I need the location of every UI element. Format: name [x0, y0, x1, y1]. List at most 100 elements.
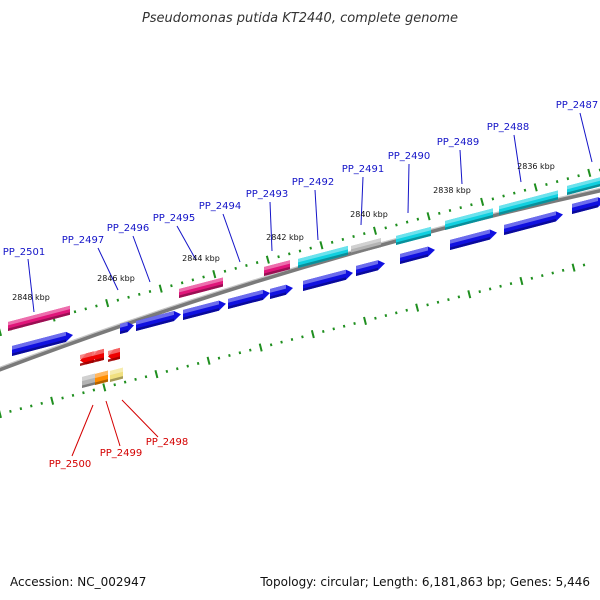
tick-mark	[480, 197, 485, 206]
tick-mark	[491, 197, 495, 201]
gene-label[interactable]: PP_2491	[342, 164, 385, 175]
genome-info-text: Topology: circular; Length: 6,181,863 bp…	[259, 575, 590, 589]
gene-label[interactable]: PP_2488	[487, 122, 530, 133]
tick-mark	[245, 263, 248, 267]
gene-pp-2487-feature	[567, 177, 600, 195]
tick-mark	[287, 252, 291, 256]
gene-label[interactable]: PP_2498	[146, 437, 189, 448]
tick-mark	[436, 300, 440, 304]
tick-mark	[540, 274, 544, 278]
gene-feature	[82, 373, 95, 388]
tick-mark	[40, 401, 44, 405]
tick-mark	[523, 188, 527, 192]
gene-label[interactable]: PP_2492	[292, 177, 335, 188]
map-title: Pseudomonas putida KT2440, complete geno…	[142, 11, 458, 26]
accession-text: Accession: NC_002947	[10, 575, 146, 589]
leader-line	[176, 225, 197, 261]
gene-label[interactable]: PP_2493	[246, 189, 289, 200]
gene-label[interactable]: PP_2495	[153, 213, 196, 224]
tick-mark	[113, 383, 117, 387]
leader-line	[71, 404, 94, 457]
gene-label[interactable]: PP_2490	[388, 151, 431, 162]
tick-mark	[587, 168, 592, 178]
tick-mark	[374, 316, 377, 320]
tick-mark	[509, 282, 513, 286]
gene-label[interactable]: PP_2494	[199, 201, 242, 212]
tick-mark	[310, 330, 315, 339]
tick-mark	[395, 223, 398, 227]
kbp-label: 2848 kbp	[12, 293, 50, 302]
tick-mark	[206, 356, 211, 365]
gene-label[interactable]: PP_2496	[107, 223, 150, 234]
gene-label[interactable]: PP_2489	[437, 137, 480, 148]
gene-pp-2499-feature	[92, 348, 104, 363]
gene-label[interactable]: PP_2501	[3, 247, 46, 258]
tick-mark	[0, 409, 2, 419]
leader-line	[459, 149, 463, 185]
tick-mark	[566, 177, 570, 181]
tick-mark	[280, 340, 283, 344]
gene-feature	[228, 289, 270, 309]
gene-pp-2493-feature	[264, 260, 290, 276]
tick-mark	[459, 206, 463, 210]
leader-line	[27, 258, 35, 313]
tick-mark	[202, 275, 205, 279]
tick-mark	[50, 396, 55, 405]
outer-tick-track	[0, 168, 600, 337]
tick-mark	[248, 348, 252, 352]
tick-mark	[29, 404, 33, 408]
tick-mark	[61, 396, 64, 400]
kbp-label: 2836 kbp	[517, 162, 555, 171]
gene-label[interactable]: PP_2500	[49, 459, 92, 470]
gene-label[interactable]: PP_2497	[62, 235, 105, 246]
tick-mark	[269, 343, 273, 347]
tick-mark	[238, 351, 242, 355]
tick-mark	[234, 266, 238, 270]
tick-mark	[332, 327, 336, 331]
tick-mark	[478, 290, 482, 294]
gene-feature	[400, 246, 435, 264]
tick-mark	[212, 270, 217, 279]
tick-mark	[158, 284, 163, 293]
tick-mark	[530, 276, 534, 280]
tick-mark	[470, 203, 473, 207]
leader-line	[105, 400, 121, 447]
tick-mark	[394, 311, 398, 315]
tick-mark	[265, 255, 270, 264]
tick-mark	[290, 337, 294, 342]
kbp-label: 2842 kbp	[266, 233, 304, 242]
tick-mark	[170, 284, 173, 288]
gene-pp-2492-feature	[298, 245, 348, 268]
tick-mark	[448, 208, 452, 213]
tick-mark	[148, 289, 152, 294]
tick-mark	[102, 383, 107, 392]
tick-mark	[0, 328, 3, 337]
tick-mark	[372, 226, 378, 235]
tick-mark	[154, 369, 159, 379]
tick-mark	[165, 369, 169, 373]
tick-mark	[255, 261, 259, 265]
gene-feature	[183, 300, 226, 320]
tick-mark	[301, 335, 304, 339]
kbp-label: 2840 kbp	[350, 210, 388, 219]
tick-mark	[137, 292, 141, 296]
kbp-label: 2846 kbp	[97, 274, 135, 283]
kbp-label: 2844 kbp	[182, 254, 220, 263]
tick-mark	[330, 240, 334, 244]
gene-feature	[356, 260, 385, 276]
tick-mark	[447, 298, 450, 302]
gene-label[interactable]: PP_2499	[100, 448, 143, 459]
gene-feature	[95, 370, 108, 385]
tick-mark	[92, 388, 96, 392]
tick-mark	[196, 361, 200, 365]
gene-label[interactable]: PP_2487	[556, 100, 599, 111]
genome-backbone	[0, 188, 600, 372]
tick-mark	[545, 182, 548, 186]
tick-mark	[341, 237, 345, 241]
tick-mark	[19, 407, 23, 411]
tick-mark	[309, 246, 313, 250]
tick-mark	[499, 284, 502, 288]
gene-feature	[120, 321, 134, 334]
tick-mark	[582, 263, 586, 267]
